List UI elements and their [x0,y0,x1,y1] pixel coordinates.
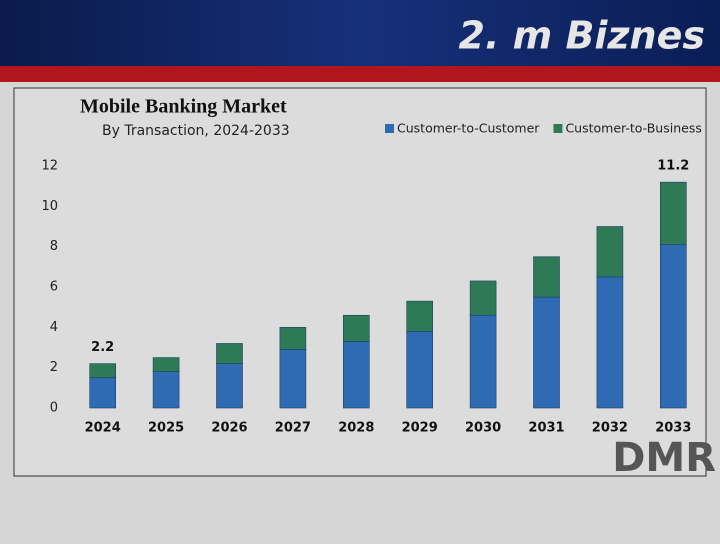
bar-segment [406,331,434,409]
total-label: 2.2 [91,340,114,355]
y-tick-label: 2 [50,360,58,375]
bar-segment [216,343,243,364]
chart-frame [13,87,707,477]
header-title: 2. m Biznes [459,14,705,58]
bar-segment [342,341,370,409]
bar-segment [152,371,180,409]
legend-label: Customer-to-Customer [397,121,540,136]
y-tick-label: 6 [50,280,58,295]
x-tick-label: 2024 [85,421,121,436]
bar-segment [406,300,434,332]
bar-segment [279,327,307,350]
bar-segment [659,244,687,409]
legend-swatch [553,124,563,133]
y-tick-label: 0 [50,401,58,416]
bar-segment [342,314,370,342]
bar-segment [533,256,560,298]
bar-segment [469,314,497,409]
bar-segment [279,349,307,409]
y-tick-label: 12 [41,159,58,174]
x-tick-label: 2029 [402,421,438,436]
x-tick-label: 2028 [338,421,374,436]
bar-segment [659,181,687,245]
bar-segment [596,276,624,409]
bar-segment [152,357,180,373]
y-tick-label: 4 [50,320,58,335]
legend-swatch [385,124,394,133]
y-tick-label: 10 [41,199,58,214]
header-stripe [0,66,720,82]
chart-title: Mobile Banking Market [80,96,287,118]
bar-segment [469,280,497,316]
bar-segment [533,296,560,409]
legend-label: Customer-to-Business [565,121,701,136]
x-tick-label: 2033 [655,421,691,436]
bar-segment [216,363,243,409]
x-tick-label: 2031 [528,421,564,436]
bar-segment [596,226,624,278]
x-tick-label: 2032 [592,421,628,436]
plot: 0 2 4 6 8 10 12 Customer-to-Customer Customer-to… [41,121,701,436]
logo: DMR [612,435,716,481]
x-tick-label: 2027 [275,421,311,436]
header-bar [0,0,720,66]
bar-segment [89,363,116,379]
bar-segment [89,377,116,409]
x-tick-label: 2025 [148,421,184,436]
y-tick-label: 8 [50,239,58,254]
total-label: 11.2 [657,159,689,174]
chart-subtitle: By Transaction, 2024-2033 [102,123,290,139]
x-tick-label: 2026 [211,421,247,436]
x-tick-label: 2030 [465,421,501,436]
